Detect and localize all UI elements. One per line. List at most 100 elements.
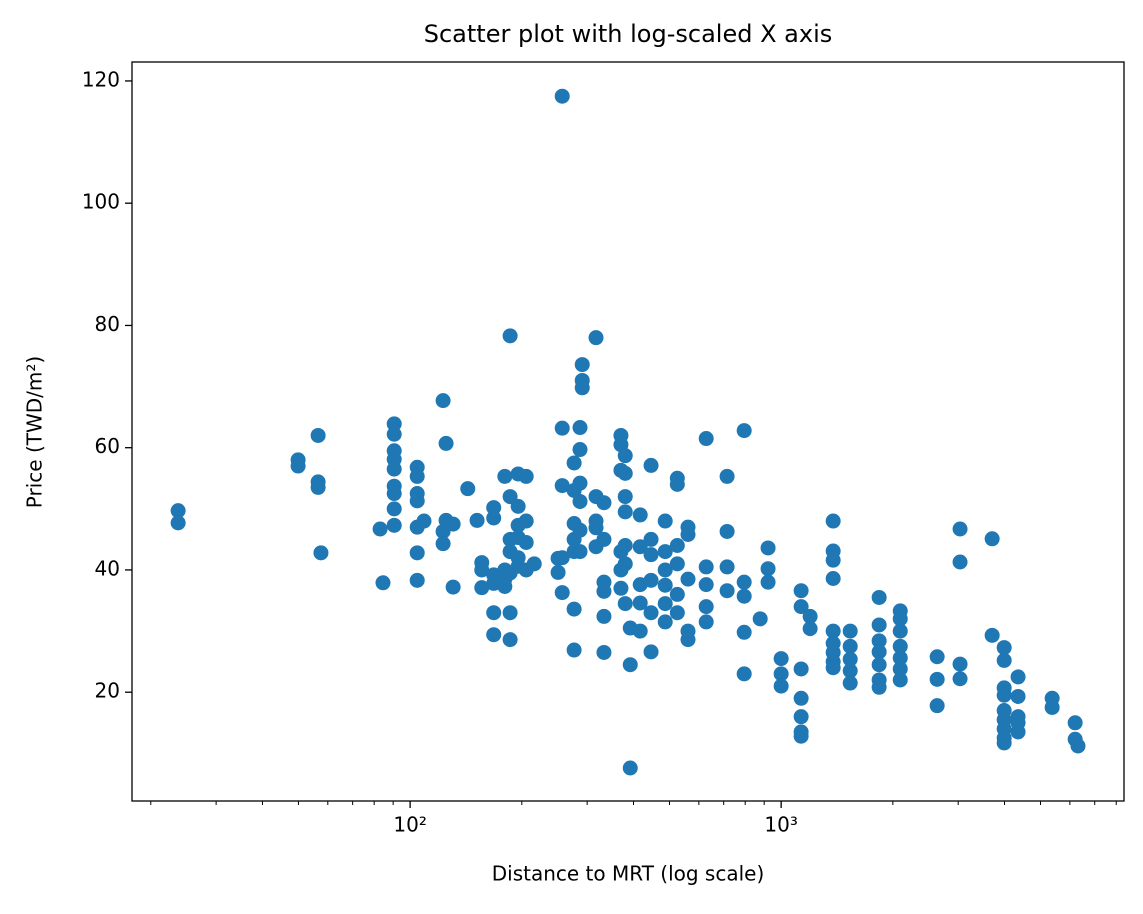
point [486, 510, 502, 526]
point [669, 605, 685, 621]
y-tick-label: 80 [95, 312, 120, 336]
point [375, 575, 391, 591]
point [617, 448, 633, 464]
point [474, 580, 490, 596]
point [892, 623, 908, 639]
point [632, 507, 648, 523]
point [698, 559, 714, 575]
point [617, 489, 633, 505]
point [518, 534, 534, 550]
point [643, 531, 659, 547]
point [372, 521, 388, 537]
point [669, 556, 685, 572]
point [793, 583, 809, 599]
point [773, 666, 789, 682]
point [617, 596, 633, 612]
point [892, 672, 908, 688]
point [1067, 715, 1083, 731]
point [842, 638, 858, 654]
point [842, 651, 858, 667]
point [572, 544, 588, 560]
point [669, 476, 685, 492]
point [409, 572, 425, 588]
point [526, 556, 542, 572]
point [736, 574, 752, 590]
point [588, 330, 604, 346]
point [825, 571, 841, 587]
point [793, 661, 809, 677]
point [793, 690, 809, 706]
point [643, 547, 659, 563]
point [680, 526, 696, 542]
y-axis-label: Price (TWD/m²) [23, 356, 47, 508]
point [596, 583, 612, 599]
point [572, 522, 588, 538]
point [596, 644, 612, 660]
point [643, 605, 659, 621]
point [310, 479, 326, 495]
point [469, 512, 485, 528]
point [170, 503, 186, 519]
point [773, 651, 789, 667]
point [657, 544, 673, 560]
point [416, 513, 432, 529]
point [632, 539, 648, 555]
point [736, 666, 752, 682]
x-tick-label: 10³ [764, 813, 797, 837]
point [486, 627, 502, 643]
point [825, 552, 841, 568]
y-tick-label: 20 [95, 679, 120, 703]
point [643, 457, 659, 473]
point [486, 605, 502, 621]
point [680, 571, 696, 587]
point [952, 554, 968, 570]
point [566, 455, 582, 471]
point [892, 650, 908, 666]
point [386, 486, 402, 502]
point [1044, 699, 1060, 715]
point [554, 420, 570, 436]
point [435, 393, 451, 409]
point [518, 513, 534, 529]
point [929, 698, 945, 714]
point [622, 760, 638, 776]
point [386, 461, 402, 477]
point [572, 420, 588, 436]
point [929, 649, 945, 665]
y-tick-label: 60 [95, 434, 120, 458]
point [613, 580, 629, 596]
point [313, 545, 329, 561]
x-tick-label: 10² [393, 813, 426, 837]
y-tick-label: 40 [95, 556, 120, 580]
point [996, 687, 1012, 703]
point [871, 657, 887, 673]
point [736, 423, 752, 439]
point [510, 498, 526, 514]
point [984, 627, 1000, 643]
point [502, 605, 518, 621]
point [622, 657, 638, 673]
point [825, 660, 841, 676]
point [596, 531, 612, 547]
point [497, 578, 513, 594]
point [752, 611, 768, 627]
point [892, 611, 908, 627]
point [643, 572, 659, 588]
point [438, 435, 454, 451]
point [435, 536, 451, 552]
point [574, 357, 590, 373]
point [657, 596, 673, 612]
point [871, 617, 887, 633]
point [617, 504, 633, 520]
point [698, 577, 714, 593]
point [802, 608, 818, 624]
point [793, 709, 809, 725]
point [632, 623, 648, 639]
point [409, 545, 425, 561]
point [572, 475, 588, 491]
point [1010, 669, 1026, 685]
point [952, 671, 968, 687]
point [996, 735, 1012, 751]
point [871, 679, 887, 695]
